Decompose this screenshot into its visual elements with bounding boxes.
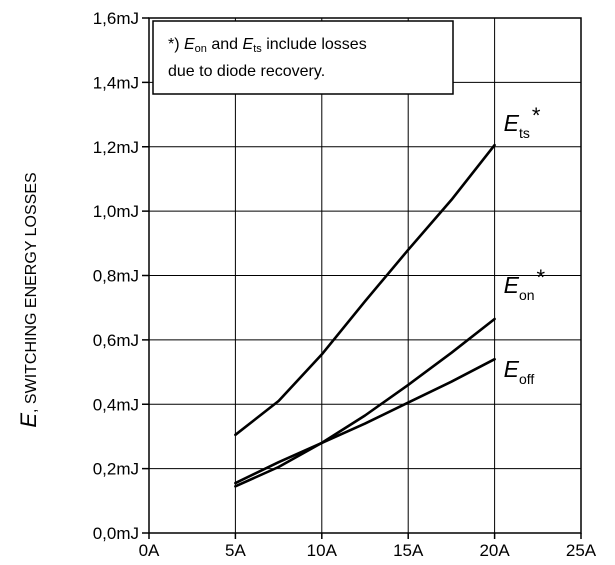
y-tick-label: 0,2mJ bbox=[93, 460, 139, 479]
y-tick-label: 1,4mJ bbox=[93, 73, 139, 92]
series-labels: Ets* Eon* Eoff bbox=[504, 103, 546, 387]
annotation-line-1: *) Eon and Ets include losses bbox=[168, 36, 367, 55]
y-axis-label-symbol: E bbox=[16, 413, 41, 428]
x-tick-label: 5A bbox=[225, 541, 246, 560]
annotation-line-2: due to diode recovery. bbox=[168, 63, 325, 80]
y-tick-label: 0,0mJ bbox=[93, 524, 139, 543]
series-line-off bbox=[234, 357, 496, 485]
series-label-off: Eoff bbox=[504, 356, 535, 387]
y-tick-label: 1,6mJ bbox=[93, 9, 139, 28]
x-tick-label: 0A bbox=[139, 541, 160, 560]
series-lines bbox=[234, 143, 496, 488]
series-label-on: Eon* bbox=[504, 265, 546, 303]
y-tick-label: 0,4mJ bbox=[93, 395, 139, 414]
y-tick-label: 0,6mJ bbox=[93, 331, 139, 350]
series-label-ts: Ets* bbox=[504, 103, 541, 141]
grid-lines bbox=[142, 17, 582, 539]
y-axis-label-text: , SWITCHING ENERGY LOSSES bbox=[23, 172, 40, 413]
x-tick-label: 20A bbox=[479, 541, 510, 560]
y-tick-label: 1,2mJ bbox=[93, 138, 139, 157]
tick-labels: 0,0mJ 0,2mJ 0,4mJ 0,6mJ 0,8mJ 1,0mJ 1,2mJ 1,4mJ… bbox=[93, 9, 597, 560]
y-tick-label: 1,0mJ bbox=[93, 202, 139, 221]
series-line-ts bbox=[234, 143, 496, 437]
y-axis-label: E, SWITCHING ENERGY LOSSES bbox=[16, 172, 41, 427]
annotation-box: *) Eon and Ets include losses due to dio… bbox=[152, 20, 454, 95]
plot-frame bbox=[148, 17, 582, 534]
annotation-frame bbox=[152, 20, 454, 95]
series-line-on bbox=[234, 317, 496, 488]
x-tick-label: 25A bbox=[566, 541, 597, 560]
x-tick-label: 10A bbox=[307, 541, 338, 560]
x-tick-label: 15A bbox=[393, 541, 424, 560]
y-tick-label: 0,8mJ bbox=[93, 267, 139, 286]
